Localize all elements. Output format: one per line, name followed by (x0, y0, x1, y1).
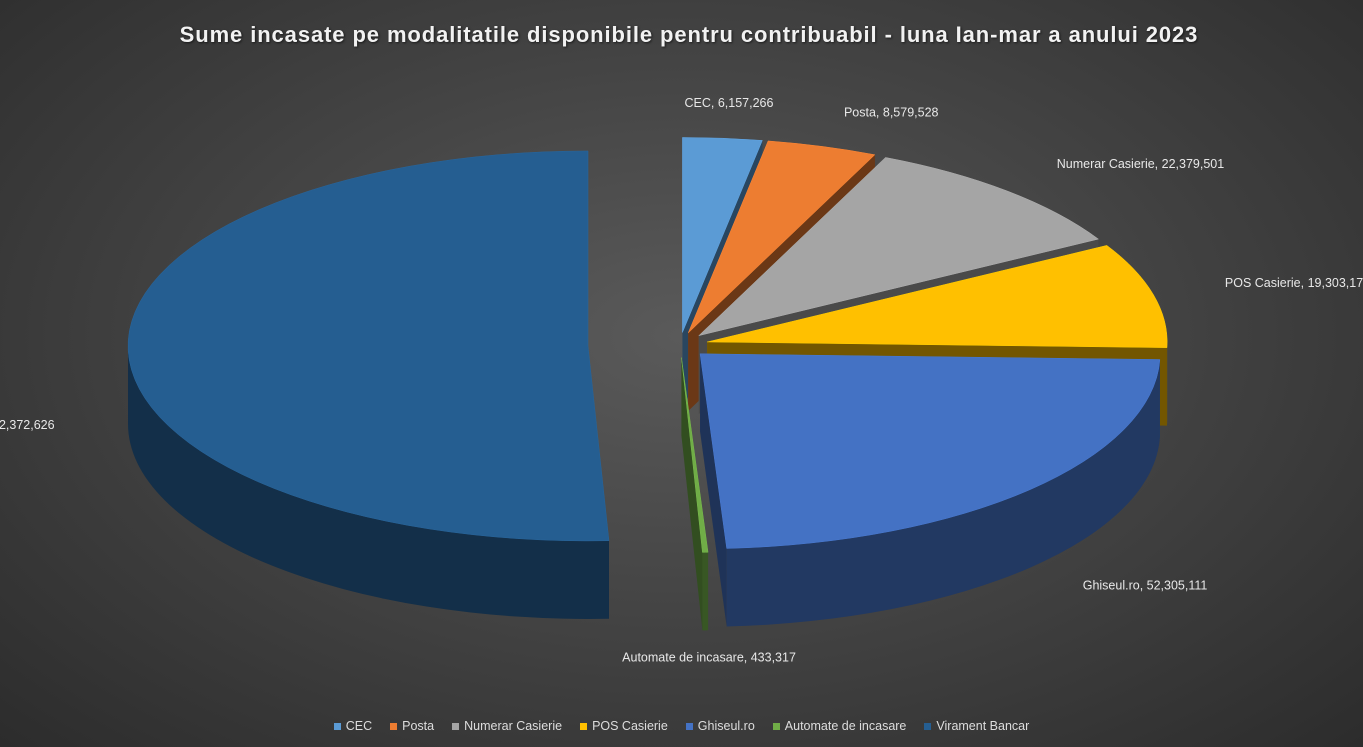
slices-layer (127, 137, 1168, 631)
legend-swatch (924, 722, 932, 730)
legend-label: CEC (345, 719, 373, 733)
pie-slice-automate-de-incasare (681, 357, 709, 631)
pie-slice-ghiseul-ro (699, 353, 1161, 627)
data-label-posta: Posta, 8,579,528 (844, 106, 939, 120)
legend-item-virament-bancar: Virament Bancar (924, 719, 1029, 733)
legend-swatch (452, 722, 460, 730)
legend: CEC Posta Numerar Casierie POS Casierie Ghis… (0, 719, 1363, 733)
data-label-cec: CEC, 6,157,266 (684, 96, 773, 110)
chart-title: Sume incasate pe modalitatile disponibil… (179, 22, 1199, 47)
legend-swatch (772, 722, 780, 730)
data-label-virament-bancar: Virament Bancar, 112,372,626 (0, 418, 55, 432)
legend-item-numerar-casierie: Numerar Casierie (452, 719, 562, 733)
legend-swatch (685, 722, 693, 730)
data-labels-layer: CEC, 6,157,266 Posta, 8,579,528 Numerar Ca… (0, 96, 1363, 664)
legend-label: Virament Bancar (936, 719, 1030, 733)
legend-label: Posta (402, 719, 435, 733)
legend-item-cec: CEC (333, 719, 373, 733)
legend-label: Numerar Casierie (464, 719, 563, 733)
legend-swatch (580, 722, 588, 730)
legend-label: Ghiseul.ro (697, 719, 755, 733)
legend-label: Automate de incasare (784, 719, 907, 733)
legend-swatch (390, 722, 398, 730)
pie-slice-virament-bancar (127, 150, 610, 619)
data-label-pos-casierie: POS Casierie, 19,303,170 (1225, 276, 1363, 290)
legend-item-automate-de-incasare: Automate de incasare (772, 719, 907, 733)
legend-item-posta: Posta (390, 719, 434, 733)
legend-label: POS Casierie (592, 719, 668, 733)
data-label-numerar-casierie: Numerar Casierie, 22,379,501 (1057, 157, 1224, 171)
legend-swatch (333, 722, 341, 730)
data-label-automate-de-incasare: Automate de incasare, 433,317 (622, 650, 796, 664)
data-label-ghiseul-ro: Ghiseul.ro, 52,305,111 (1083, 578, 1208, 592)
legend-item-ghiseul-ro: Ghiseul.ro (685, 719, 755, 733)
legend-item-pos-casierie: POS Casierie (580, 719, 668, 733)
